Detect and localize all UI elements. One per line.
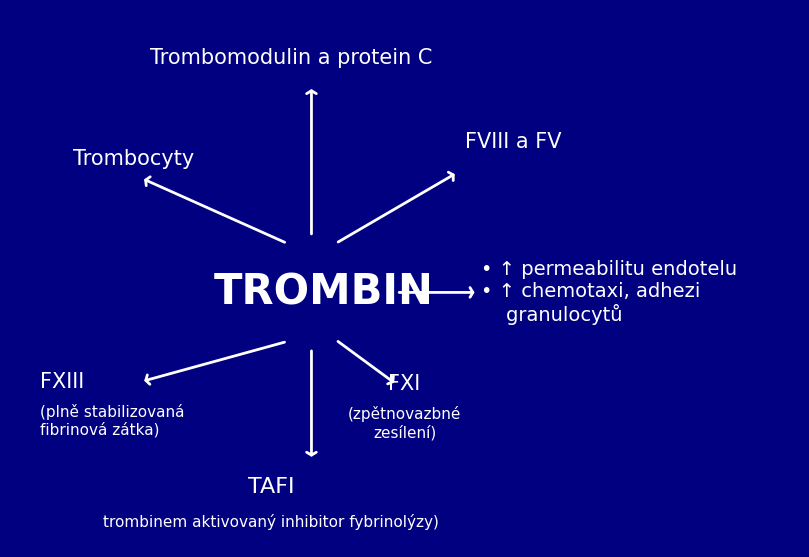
Text: FXI: FXI	[388, 374, 421, 394]
Text: trombinem aktivovaný inhibitor fybrinolýzy): trombinem aktivovaný inhibitor fybrinolý…	[103, 514, 439, 530]
Text: (plně stabilizovaná
fibrinová zátka): (plně stabilizovaná fibrinová zátka)	[40, 403, 185, 438]
Text: Trombomodulin a protein C: Trombomodulin a protein C	[150, 48, 433, 69]
Text: Trombocyty: Trombocyty	[73, 149, 194, 169]
Text: TROMBIN: TROMBIN	[214, 271, 434, 314]
Text: • ↑ permeabilitu endotelu
• ↑ chemotaxi, adhezi
    granulocytů: • ↑ permeabilitu endotelu • ↑ chemotaxi,…	[481, 260, 738, 325]
Text: FXIII: FXIII	[40, 372, 85, 392]
Text: (zpětnovazbné
zesílení): (zpětnovazbné zesílení)	[348, 406, 461, 441]
Text: FVIII a FV: FVIII a FV	[465, 132, 561, 152]
Text: TAFI: TAFI	[248, 477, 294, 497]
